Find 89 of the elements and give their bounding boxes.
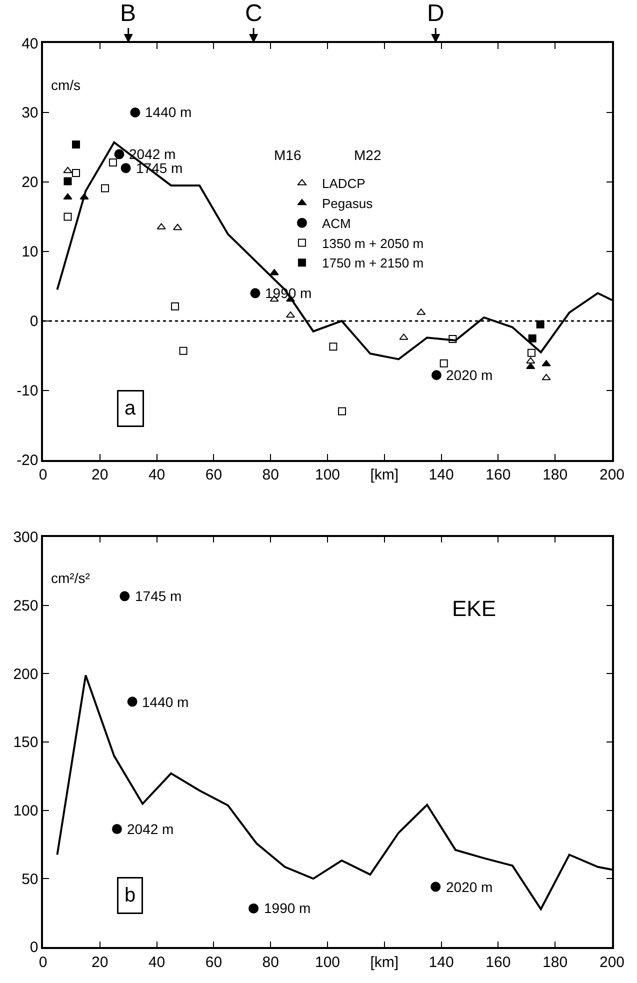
x-tick-label: [km] bbox=[370, 954, 399, 971]
x-tick-label: 200 bbox=[599, 466, 625, 484]
annotation: M16 bbox=[274, 147, 302, 163]
legend-label: ACM bbox=[322, 216, 351, 231]
annotation: EKE bbox=[452, 596, 496, 621]
y-tick-label: -20 bbox=[16, 452, 38, 470]
point bbox=[64, 177, 72, 186]
point bbox=[527, 348, 536, 357]
annotation: M22 bbox=[354, 147, 382, 163]
y-tick-label: 0 bbox=[30, 939, 38, 956]
y-tick-label: 50 bbox=[22, 870, 38, 888]
y-axis-title: cm²/s² bbox=[51, 570, 90, 586]
x-tick-label: 100 bbox=[314, 466, 340, 484]
y-tick-label: -10 bbox=[16, 382, 38, 400]
point bbox=[440, 359, 448, 368]
point bbox=[127, 696, 138, 707]
point bbox=[431, 370, 442, 380]
x-tick-label: [km] bbox=[370, 466, 399, 484]
point bbox=[120, 591, 130, 602]
point bbox=[536, 320, 544, 328]
point bbox=[248, 903, 259, 914]
y-tick-label: 100 bbox=[13, 802, 38, 820]
point bbox=[72, 140, 80, 148]
x-tick-label: 160 bbox=[486, 466, 511, 484]
point bbox=[63, 193, 72, 200]
x-tick-label: 160 bbox=[486, 954, 511, 971]
annotation: 1440 m bbox=[142, 694, 189, 710]
legend-label: 1350 m + 2050 m bbox=[322, 236, 424, 251]
point bbox=[171, 302, 180, 310]
annotation: b bbox=[124, 884, 136, 906]
y-tick-label: 40 bbox=[22, 35, 38, 52]
y-axis-title: cm/s bbox=[51, 77, 81, 93]
point bbox=[250, 288, 260, 298]
x-tick-label: 20 bbox=[92, 954, 108, 971]
x-tick-label: 60 bbox=[205, 954, 222, 971]
point bbox=[329, 342, 338, 351]
x-tick-label: 100 bbox=[314, 954, 340, 971]
point bbox=[286, 311, 296, 318]
point bbox=[430, 882, 441, 892]
annotation: 1745 m bbox=[135, 588, 182, 604]
text: C bbox=[245, 0, 262, 27]
annotation: 1990 m bbox=[264, 900, 311, 916]
x-tick-label: 40 bbox=[148, 954, 166, 971]
text: B bbox=[120, 0, 136, 27]
text: D bbox=[427, 0, 444, 27]
point bbox=[526, 362, 536, 370]
legend-label: 1750 m + 2150 m bbox=[322, 256, 424, 271]
x-tick-label: 180 bbox=[542, 954, 568, 971]
annotation: a bbox=[124, 398, 136, 420]
x-tick-label: 80 bbox=[262, 466, 279, 484]
y-tick-label: 0 bbox=[30, 313, 38, 330]
point bbox=[542, 374, 551, 380]
x-tick-label: 20 bbox=[92, 466, 108, 484]
y-tick-label: 150 bbox=[13, 734, 38, 752]
x-tick-label: 80 bbox=[262, 954, 279, 971]
x-tick-label: 140 bbox=[428, 466, 454, 484]
x-tick-label: 200 bbox=[599, 954, 625, 971]
point bbox=[130, 107, 140, 118]
legend-label: Pegasus bbox=[322, 196, 374, 211]
point bbox=[120, 163, 131, 174]
point bbox=[528, 334, 536, 342]
y-tick-label: 300 bbox=[13, 529, 38, 546]
annotation: 2020 m bbox=[446, 879, 493, 895]
point bbox=[114, 149, 124, 160]
point bbox=[173, 224, 182, 230]
x-tick-label: 140 bbox=[428, 954, 454, 971]
point bbox=[72, 168, 80, 177]
legend-label: LADCP bbox=[322, 176, 366, 192]
point bbox=[338, 407, 346, 416]
point bbox=[108, 158, 117, 167]
point bbox=[112, 824, 122, 834]
annotation: 2042 m bbox=[129, 146, 176, 162]
annotation: 1440 m bbox=[145, 104, 192, 120]
annotation: 2042 m bbox=[127, 821, 174, 837]
annotation: 2020 m bbox=[446, 367, 493, 383]
x-tick-label: 40 bbox=[148, 466, 166, 484]
point bbox=[448, 335, 457, 344]
point bbox=[80, 193, 89, 200]
x-tick-label: 60 bbox=[205, 466, 222, 484]
y-tick-label: 10 bbox=[22, 244, 38, 261]
point bbox=[63, 166, 72, 174]
point bbox=[64, 212, 72, 221]
y-tick-label: 200 bbox=[13, 666, 38, 683]
x-tick-label: 180 bbox=[542, 466, 568, 484]
y-tick-label: 30 bbox=[22, 104, 38, 122]
y-tick-label: 20 bbox=[22, 174, 38, 192]
point bbox=[179, 346, 188, 355]
y-tick-label: 250 bbox=[13, 598, 38, 615]
point bbox=[101, 184, 110, 192]
